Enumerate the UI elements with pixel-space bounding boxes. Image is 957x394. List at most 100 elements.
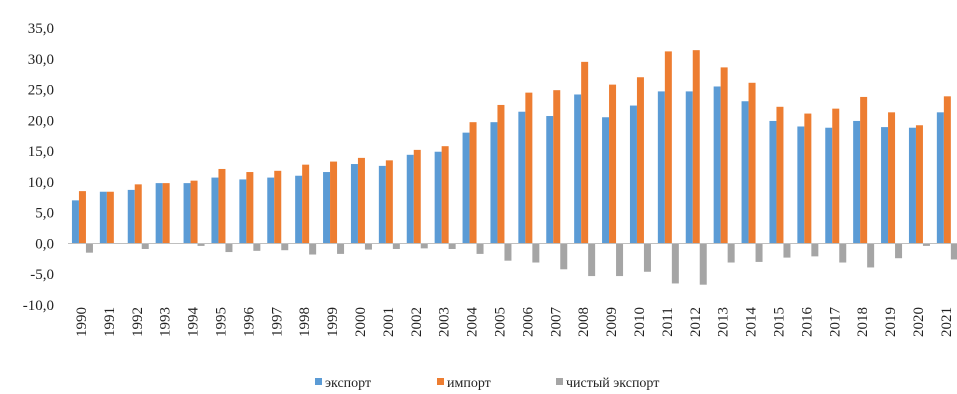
bar-series-1-2000: [350, 164, 358, 244]
x-tick-label: 1992: [130, 307, 146, 337]
bar-series-3-2012: [699, 243, 707, 285]
bar-series-1-1997: [267, 177, 275, 244]
bar-series-3-1998: [309, 243, 317, 255]
x-tick-label: 2002: [409, 307, 425, 337]
bar-series-3-2016: [811, 243, 819, 257]
bar-series-3-2021: [950, 243, 957, 260]
x-tick-label: 2009: [604, 307, 620, 337]
bar-series-3-2009: [616, 243, 624, 277]
bar-series-1-2008: [574, 94, 582, 244]
x-tick-label: 2012: [688, 307, 704, 337]
bar-series-2-2016: [804, 113, 812, 244]
series-2: [78, 50, 951, 244]
legend-label-2: импорт: [447, 376, 491, 391]
bar-series-1-2017: [825, 127, 833, 244]
bar-series-2-2007: [553, 90, 561, 244]
bar-series-3-2015: [783, 243, 791, 258]
x-tick-label: 1991: [102, 307, 118, 337]
bar-series-1-1990: [71, 200, 79, 244]
x-tick-label: 1998: [297, 307, 313, 337]
x-tick-label: 2019: [883, 307, 899, 337]
legend-label-1: экспорт: [325, 376, 371, 391]
x-tick-label: 1995: [213, 307, 229, 337]
bar-series-2-2010: [636, 77, 644, 244]
bar-series-1-2020: [908, 127, 916, 244]
bar-series-3-2008: [588, 243, 596, 277]
bars: [71, 50, 957, 285]
bar-series-1-2011: [657, 91, 665, 244]
bar-series-3-2019: [895, 243, 903, 259]
y-tick-label: 5,0: [35, 206, 54, 222]
bar-series-2-2004: [469, 122, 477, 244]
bar-series-1-2003: [434, 151, 442, 244]
x-tick-label: 2008: [576, 307, 592, 337]
x-tick-label: 2016: [799, 307, 815, 338]
bar-series-3-1999: [337, 243, 345, 254]
bar-series-3-2010: [643, 243, 651, 272]
bar-series-2-2006: [525, 92, 533, 244]
legend-swatch-2: [437, 378, 444, 385]
bar-series-2-2015: [776, 106, 784, 244]
x-tick-label: 2020: [911, 307, 927, 337]
legend-swatch-1: [315, 378, 322, 385]
bar-series-1-1998: [295, 175, 303, 244]
bar-series-1-2012: [685, 91, 693, 244]
bar-series-2-2021: [943, 96, 951, 244]
series-1: [71, 86, 944, 244]
y-tick-label: 0,0: [35, 236, 54, 252]
bar-series-2-1991: [106, 191, 114, 244]
bar-series-3-1990: [85, 243, 93, 253]
bar-series-1-1991: [99, 191, 107, 244]
bar-series-3-2013: [727, 243, 735, 263]
y-tick-label: 35,0: [28, 21, 54, 37]
bar-series-2-2017: [832, 108, 840, 244]
y-tick-label: 15,0: [28, 144, 54, 160]
x-tick-label: 2017: [827, 307, 843, 338]
bar-series-1-1995: [211, 177, 219, 244]
bar-series-2-2003: [441, 146, 449, 244]
bar-series-2-1990: [78, 191, 86, 244]
bar-series-3-2002: [420, 243, 428, 249]
bar-series-1-2001: [378, 165, 386, 244]
y-tick-label: 25,0: [28, 83, 54, 99]
x-tick-label: 1990: [74, 307, 90, 337]
bar-series-3-2014: [755, 243, 763, 262]
x-tick-label: 2004: [465, 307, 481, 338]
x-tick-label: 2013: [716, 307, 732, 337]
bar-series-1-2007: [546, 116, 554, 244]
bar-series-2-2012: [692, 50, 700, 244]
bar-series-2-2019: [888, 112, 896, 244]
bar-series-1-1996: [239, 179, 247, 244]
x-tick-label: 2014: [744, 307, 760, 338]
x-tick-label: 1994: [186, 307, 202, 338]
bar-series-2-1992: [134, 184, 142, 244]
x-tick-label: 1996: [241, 307, 257, 338]
bar-series-3-1997: [281, 243, 289, 251]
y-tick-label: -5,0: [30, 267, 54, 283]
bar-series-1-1994: [183, 183, 191, 244]
x-tick-label: 2007: [548, 307, 564, 338]
bar-series-1-2014: [741, 101, 749, 244]
bar-series-3-2011: [671, 243, 679, 284]
bar-series-3-2003: [448, 243, 456, 249]
bar-series-1-2009: [602, 117, 610, 244]
bar-series-3-2007: [560, 243, 568, 270]
bar-series-3-1996: [253, 243, 261, 251]
bar-series-1-2016: [797, 126, 805, 244]
x-tick-label: 2003: [437, 307, 453, 337]
bar-series-2-1996: [246, 172, 254, 244]
bar-series-1-2006: [518, 111, 526, 244]
legend-label-3: чистый экспорт: [566, 376, 659, 391]
x-tick-label: 2011: [660, 307, 676, 336]
bar-series-3-2020: [922, 243, 930, 246]
bar-series-1-2019: [881, 127, 889, 244]
bar-series-1-2005: [490, 122, 498, 244]
bar-series-1-1999: [323, 172, 331, 244]
bar-series-1-1993: [155, 183, 163, 244]
legend-swatch-3: [556, 378, 563, 385]
y-tick-label: 30,0: [28, 52, 54, 68]
bar-series-1-2018: [853, 120, 861, 244]
x-tick-label: 2010: [632, 307, 648, 337]
bar-series-2-2002: [413, 149, 421, 244]
